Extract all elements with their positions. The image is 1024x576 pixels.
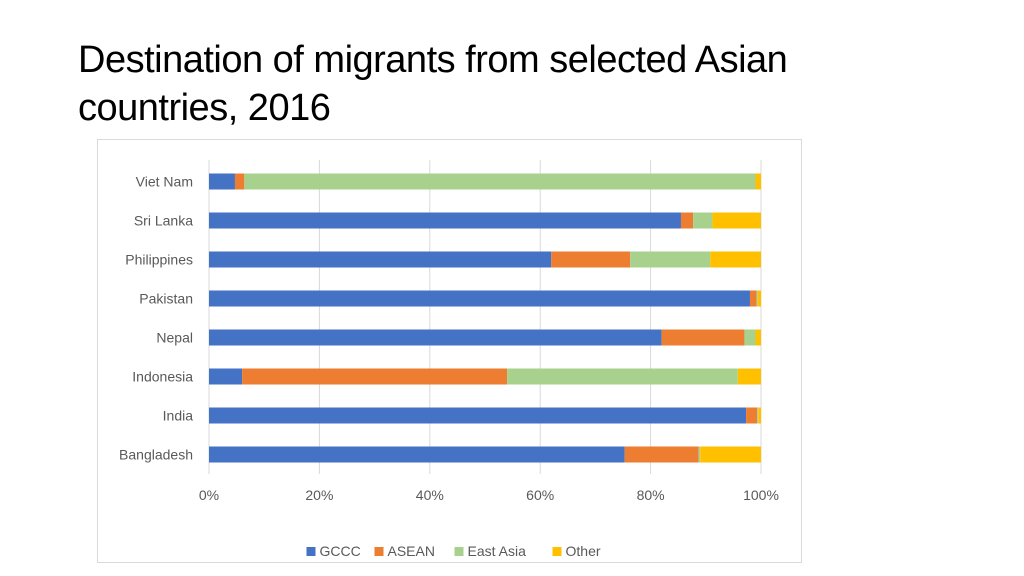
bar-segment <box>244 173 756 190</box>
bar-segment <box>755 173 761 190</box>
bar-segment <box>680 212 694 229</box>
x-tick-label: 20% <box>305 487 333 503</box>
bar-segment <box>242 368 508 385</box>
bar-segment <box>693 212 713 229</box>
bar-segment <box>700 446 761 463</box>
chart-frame: Viet Nam Sri Lanka Philippines Pakistan Nepa… <box>97 139 802 563</box>
x-tick-label: 40% <box>416 487 444 503</box>
legend-swatch <box>374 547 384 556</box>
bar-segment <box>749 290 757 307</box>
legend-label: ASEAN <box>388 543 435 559</box>
bar-segment <box>755 329 761 346</box>
bar-segment <box>737 368 761 385</box>
bars <box>209 173 761 463</box>
category-labels: Viet Nam Sri Lanka Philippines Pakistan Nepa… <box>119 174 193 463</box>
bar-segment <box>757 407 759 424</box>
x-tick-label: 80% <box>637 487 665 503</box>
category-label: Pakistan <box>139 291 193 307</box>
bar-segment <box>209 251 552 268</box>
legend-swatch <box>454 547 464 556</box>
bar-segment <box>209 212 681 229</box>
category-label: Sri Lanka <box>134 213 193 229</box>
bar-segment <box>551 251 631 268</box>
bar-segment <box>209 407 747 424</box>
bar-segment <box>757 290 761 307</box>
bar-segment <box>209 290 750 307</box>
category-label: India <box>163 408 194 424</box>
bar-segment <box>630 251 711 268</box>
legend: GCCC ASEAN East Asia Other <box>306 543 601 559</box>
x-tick-label: 60% <box>526 487 554 503</box>
legend-label: GCCC <box>320 543 361 559</box>
x-axis-ticks: 0% 20% 40% 60% 80% 100% <box>199 487 779 503</box>
bar-segment <box>758 407 761 424</box>
bar-segment <box>712 212 761 229</box>
bar-segment <box>209 329 662 346</box>
bar-segment <box>209 173 235 190</box>
x-tick-label: 0% <box>199 487 219 503</box>
bar-segment <box>710 251 761 268</box>
stacked-bar-chart: Viet Nam Sri Lanka Philippines Pakistan Nepa… <box>119 160 779 559</box>
slide-title: Destination of migrants from selected As… <box>78 39 788 129</box>
bar-segment <box>746 407 758 424</box>
legend-label: East Asia <box>468 543 527 559</box>
legend-swatch <box>306 547 316 556</box>
x-tick-label: 100% <box>743 487 779 503</box>
bar-segment <box>507 368 738 385</box>
bar-segment <box>209 368 243 385</box>
bar-segment <box>624 446 699 463</box>
category-label: Philippines <box>125 252 193 268</box>
category-label: Indonesia <box>132 369 193 385</box>
category-label: Viet Nam <box>136 174 193 190</box>
legend-swatch <box>552 547 562 556</box>
bar-segment <box>756 290 758 307</box>
legend-label: Other <box>566 543 601 559</box>
bar-segment <box>234 173 245 190</box>
bar-segment <box>744 329 756 346</box>
category-label: Nepal <box>156 330 193 346</box>
bar-segment <box>209 446 625 463</box>
category-label: Bangladesh <box>119 447 193 463</box>
gridlines <box>208 160 762 474</box>
bar-segment <box>661 329 745 346</box>
bar-segment <box>698 446 701 463</box>
